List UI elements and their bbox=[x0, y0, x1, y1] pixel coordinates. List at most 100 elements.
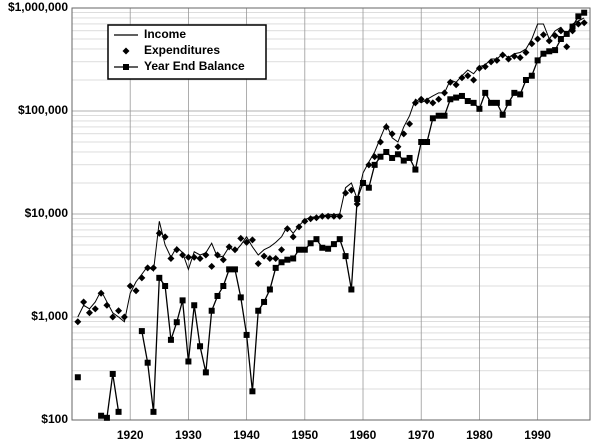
square-marker bbox=[290, 255, 297, 262]
legend-box bbox=[107, 24, 267, 80]
square-marker bbox=[418, 139, 425, 146]
square-marker bbox=[383, 148, 390, 155]
diamond-marker bbox=[219, 256, 227, 264]
square-marker bbox=[499, 111, 506, 118]
diamond-marker bbox=[248, 236, 256, 244]
square-marker bbox=[185, 358, 192, 365]
square-marker bbox=[424, 139, 431, 146]
square-marker bbox=[231, 266, 238, 273]
diamond-marker bbox=[295, 223, 303, 231]
square-marker bbox=[214, 292, 221, 299]
square-marker bbox=[197, 343, 204, 350]
diamond-marker bbox=[545, 37, 553, 45]
diamond-marker bbox=[406, 120, 414, 128]
square-marker bbox=[295, 246, 302, 253]
square-marker bbox=[546, 48, 553, 55]
diamond-marker bbox=[400, 130, 408, 138]
square-marker bbox=[476, 105, 483, 112]
square-marker bbox=[162, 282, 169, 289]
y-tick-label: $100,000 bbox=[18, 103, 68, 117]
legend-label: Income bbox=[144, 27, 186, 41]
diamond-marker bbox=[307, 215, 315, 223]
diamond-marker bbox=[342, 189, 350, 197]
diamond-marker bbox=[435, 95, 443, 103]
x-tick-label: 1960 bbox=[350, 428, 377, 442]
square-marker bbox=[354, 195, 361, 202]
diamond-marker bbox=[376, 138, 384, 146]
diamond-marker bbox=[155, 229, 163, 237]
diamond-marker bbox=[260, 252, 268, 260]
square-marker bbox=[482, 89, 489, 96]
square-marker bbox=[115, 408, 122, 415]
square-marker bbox=[528, 72, 535, 79]
diamond-marker bbox=[173, 246, 181, 254]
square-marker bbox=[325, 245, 332, 252]
square-marker bbox=[511, 89, 518, 96]
diamond-marker bbox=[289, 233, 297, 241]
diamond-marker bbox=[272, 254, 280, 262]
diamond-marker bbox=[149, 264, 157, 272]
diamond-marker bbox=[522, 48, 530, 56]
square-marker bbox=[406, 154, 413, 161]
diamond-marker bbox=[196, 254, 204, 262]
diamond-marker bbox=[365, 161, 373, 169]
square-marker bbox=[330, 241, 337, 248]
square-marker bbox=[272, 264, 279, 271]
square-marker bbox=[98, 412, 105, 419]
y-tick-label: $1,000,000 bbox=[8, 0, 68, 14]
square-marker bbox=[313, 236, 320, 243]
x-tick-label: 1990 bbox=[524, 428, 551, 442]
diamond-marker bbox=[202, 251, 210, 259]
diamond-marker bbox=[109, 313, 117, 321]
square-marker bbox=[109, 370, 116, 377]
diamond-marker bbox=[283, 225, 291, 233]
diamond-marker bbox=[122, 47, 130, 55]
diamond-marker bbox=[499, 51, 507, 59]
square-marker bbox=[400, 157, 407, 164]
square-marker bbox=[191, 302, 198, 309]
square-marker bbox=[412, 166, 419, 173]
diamond-marker bbox=[452, 81, 460, 89]
square-marker bbox=[505, 99, 512, 106]
diamond-marker bbox=[510, 52, 518, 60]
square-marker bbox=[220, 282, 227, 289]
diamond-marker bbox=[115, 307, 123, 315]
diamond-marker bbox=[225, 243, 233, 251]
diamond-marker bbox=[574, 20, 582, 28]
square-marker bbox=[261, 298, 268, 305]
diamond-marker bbox=[382, 123, 390, 131]
diamond-marker bbox=[580, 19, 588, 27]
diamond-marker bbox=[138, 274, 146, 282]
square-marker bbox=[458, 92, 465, 99]
diamond-marker bbox=[446, 78, 454, 86]
diamond-marker bbox=[103, 301, 111, 309]
x-tick-label: 1970 bbox=[408, 428, 435, 442]
square-marker bbox=[534, 57, 541, 64]
square-marker bbox=[179, 297, 186, 304]
diamond-marker bbox=[254, 260, 262, 268]
diamond-marker bbox=[423, 97, 431, 105]
square-marker bbox=[173, 319, 180, 326]
square-marker bbox=[522, 76, 529, 83]
diamond-marker bbox=[144, 264, 152, 272]
diamond-marker bbox=[243, 238, 251, 246]
square-marker bbox=[301, 246, 308, 253]
square-marker bbox=[429, 115, 436, 122]
diamond-marker bbox=[74, 318, 82, 326]
square-marker bbox=[138, 328, 145, 335]
square-marker bbox=[389, 154, 396, 161]
diamond-marker bbox=[301, 217, 309, 225]
diamond-marker bbox=[336, 212, 344, 220]
square-marker bbox=[517, 91, 524, 98]
square-marker bbox=[488, 99, 495, 106]
square-marker bbox=[493, 99, 500, 106]
square-marker bbox=[453, 94, 460, 101]
diamond-marker bbox=[126, 282, 134, 290]
x-tick-label: 1950 bbox=[291, 428, 318, 442]
square-marker bbox=[266, 286, 273, 293]
y-tick-label: $100 bbox=[41, 412, 68, 426]
square-marker bbox=[284, 256, 291, 263]
square-marker bbox=[575, 13, 582, 20]
square-marker bbox=[123, 64, 129, 70]
